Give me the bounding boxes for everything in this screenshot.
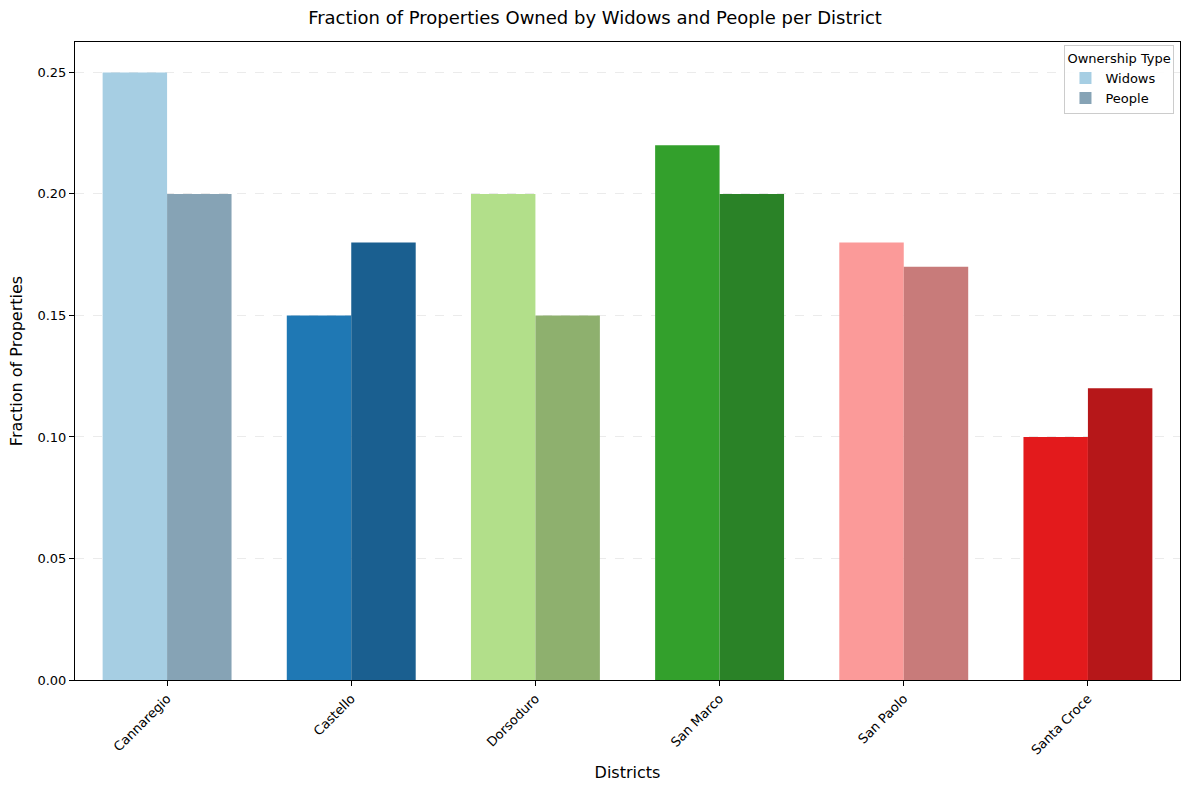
svg-text:0.20: 0.20 bbox=[37, 186, 66, 201]
svg-text:People: People bbox=[1105, 91, 1148, 106]
svg-text:San Paolo: San Paolo bbox=[855, 691, 910, 746]
svg-text:0.05: 0.05 bbox=[37, 551, 66, 566]
svg-text:Districts: Districts bbox=[595, 763, 661, 782]
svg-text:Widows: Widows bbox=[1105, 71, 1155, 86]
svg-text:Cannaregio: Cannaregio bbox=[111, 691, 174, 754]
svg-text:Santa Croce: Santa Croce bbox=[1028, 691, 1094, 757]
svg-text:Fraction of Properties Owned b: Fraction of Properties Owned by Widows a… bbox=[308, 7, 882, 28]
svg-text:0.10: 0.10 bbox=[37, 430, 66, 445]
svg-text:San Marco: San Marco bbox=[668, 691, 727, 750]
svg-text:0.15: 0.15 bbox=[37, 308, 66, 323]
svg-text:Dorsoduro: Dorsoduro bbox=[484, 691, 542, 749]
svg-text:Fraction of Properties: Fraction of Properties bbox=[7, 276, 26, 446]
svg-text:0.25: 0.25 bbox=[37, 65, 66, 80]
svg-text:0.00: 0.00 bbox=[37, 673, 66, 688]
svg-text:Castello: Castello bbox=[311, 691, 358, 738]
svg-text:Ownership Type: Ownership Type bbox=[1067, 51, 1170, 66]
